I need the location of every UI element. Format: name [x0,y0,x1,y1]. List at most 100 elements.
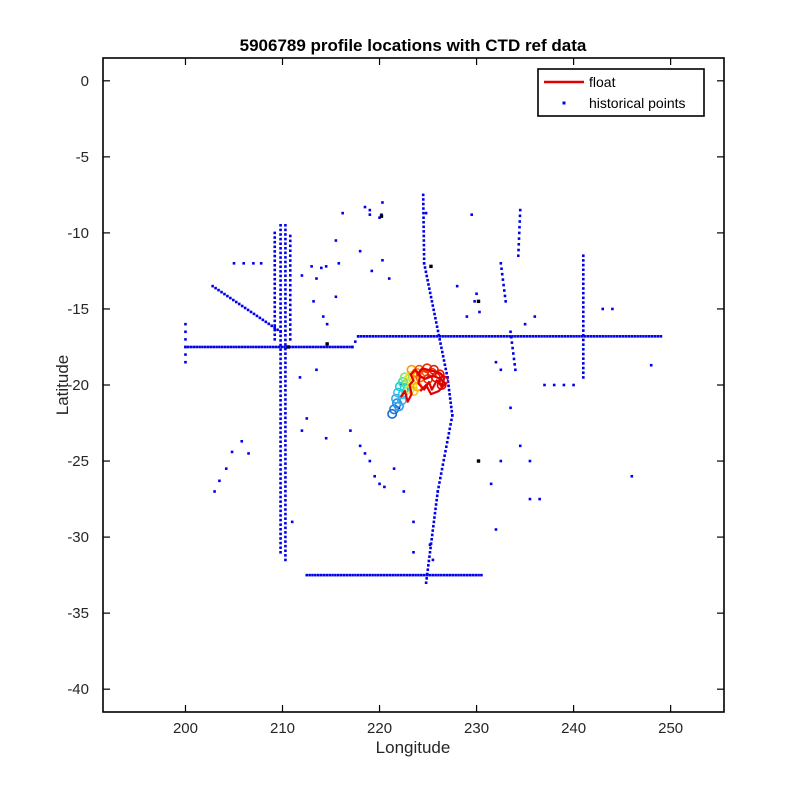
historical-point [321,315,325,318]
historical-point [434,316,437,320]
historical-point [560,335,564,338]
historical-point [513,363,516,366]
historical-point [452,335,456,338]
historical-point [383,335,386,338]
historical-point [337,262,341,265]
historical-point [209,345,213,349]
y-tick-label: -5 [76,149,89,166]
historical-point [464,335,468,338]
historical-point [408,573,412,577]
historical-point [422,230,426,233]
historical-point [391,335,395,338]
historical-point [279,541,282,545]
historical-point [512,352,515,355]
historical-point [357,573,360,577]
historical-point [273,250,277,253]
historical-point [273,301,277,304]
historical-point [284,343,287,346]
historical-point [435,335,439,338]
historical-point [319,573,323,577]
historical-point [437,333,441,337]
historical-point [448,573,452,577]
historical-point [288,303,292,307]
historical-point [578,335,581,338]
historical-point [211,284,214,288]
historical-point [300,274,304,277]
historical-point [284,402,287,406]
historical-point [630,335,634,338]
historical-point [279,371,282,374]
historical-point [419,573,423,577]
historical-point [273,259,277,262]
historical-point [279,380,282,384]
historical-point [563,335,567,338]
historical-point [438,481,441,484]
historical-point [279,316,282,319]
historical-point [288,274,292,277]
historical-point [432,335,436,338]
historical-point [429,295,433,299]
historical-point [615,335,619,338]
historical-point [279,504,282,508]
historical-point [284,425,287,429]
historical-point [423,335,427,338]
historical-point [266,345,269,349]
historical-point [572,383,575,387]
historical-point [349,429,352,432]
historical-point [502,289,506,292]
historical-point [315,368,318,372]
historical-point [365,573,369,577]
historical-point [449,405,453,409]
historical-point [445,371,448,375]
historical-point [336,345,340,349]
historical-point [284,439,287,443]
historical-point [290,520,294,524]
historical-point [284,389,287,392]
historical-point [284,444,287,447]
historical-point [284,366,287,369]
historical-point [279,435,282,439]
historical-point [184,345,187,349]
historical-point [284,411,287,415]
historical-point [397,573,400,577]
historical-point [279,537,282,540]
historical-point [409,335,412,338]
historical-point [223,345,227,349]
historical-point [424,581,428,585]
historical-point [433,511,437,515]
historical-point [252,262,255,265]
profile-marker [476,459,481,463]
historical-point [378,216,381,219]
historical-point [582,324,585,328]
historical-point [450,418,453,422]
historical-point [284,453,287,456]
historical-point [284,398,287,401]
historical-point [297,345,300,349]
historical-point [442,573,446,577]
historical-point [394,335,398,338]
historical-point [280,345,283,349]
historical-point [528,497,532,501]
historical-point [394,573,397,577]
historical-point [345,573,349,577]
historical-point [427,564,430,567]
historical-point [284,246,287,250]
historical-point [436,329,440,333]
historical-point [284,370,287,374]
historical-point [291,345,295,349]
historical-point [198,345,201,349]
historical-point [359,573,363,577]
historical-point [441,354,445,358]
historical-point [284,503,287,507]
historical-point [656,335,660,338]
historical-point [288,288,292,292]
historical-point [351,573,354,577]
historical-point [436,490,440,493]
historical-point [431,529,435,532]
historical-point [430,537,433,541]
historical-point [206,345,210,349]
historical-point [450,335,453,338]
historical-point [422,211,425,215]
historical-point [331,573,334,577]
